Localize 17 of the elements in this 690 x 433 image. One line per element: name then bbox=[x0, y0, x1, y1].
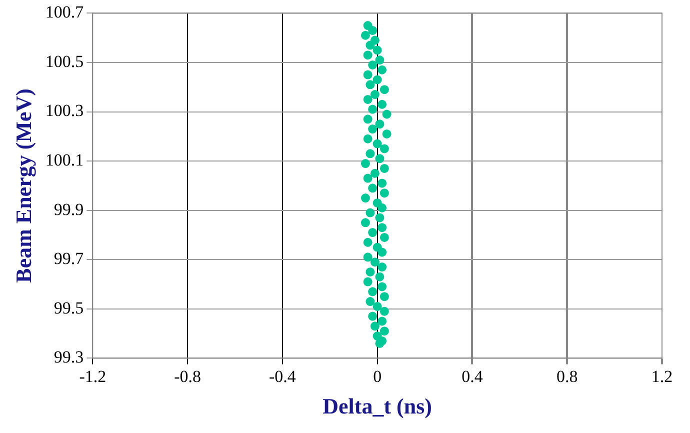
y-tick-label: 99.9 bbox=[54, 200, 84, 219]
y-tick-label: 99.3 bbox=[54, 348, 84, 367]
x-tick-label: 0.4 bbox=[462, 366, 484, 386]
x-tick-label: 0 bbox=[373, 366, 382, 386]
x-tick-label: -0.4 bbox=[268, 366, 296, 386]
x-tick-label: -0.8 bbox=[174, 366, 202, 386]
x-tick-label: 1.2 bbox=[651, 366, 673, 386]
y-tick-label: 99.5 bbox=[54, 298, 84, 318]
y-tick-label: 100.3 bbox=[45, 101, 84, 120]
y-tick-label: 99.7 bbox=[54, 249, 84, 268]
x-axis-title: Delta_t (ns) bbox=[322, 393, 432, 418]
x-tick-label: 0.8 bbox=[556, 366, 578, 386]
y-axis-title: Beam Energy (MeV) bbox=[10, 88, 36, 283]
y-tick-label: 100.5 bbox=[45, 52, 84, 71]
y-tick-label: 100.7 bbox=[45, 2, 84, 22]
y-tick-label: 100.1 bbox=[45, 150, 84, 170]
x-tick-label: -1.2 bbox=[79, 366, 106, 386]
